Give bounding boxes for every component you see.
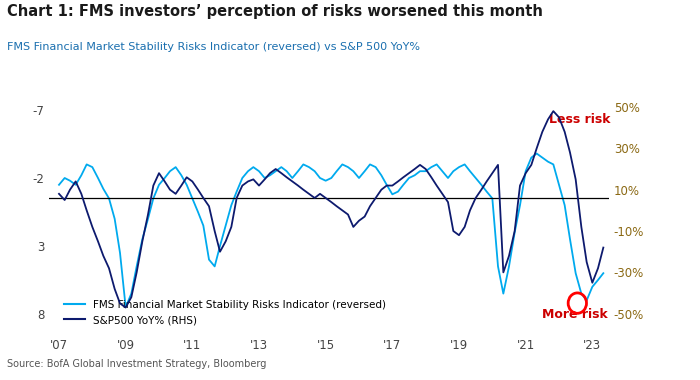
Text: Source: BofA Global Investment Strategy, Bloomberg: Source: BofA Global Investment Strategy,… (7, 359, 267, 369)
Text: Less risk: Less risk (549, 113, 610, 126)
Text: Chart 1: FMS investors’ perception of risks worsened this month: Chart 1: FMS investors’ perception of ri… (7, 4, 543, 19)
Text: FMS Financial Market Stability Risks Indicator (reversed) vs S&P 500 YoY%: FMS Financial Market Stability Risks Ind… (7, 42, 420, 52)
Legend: FMS Financial Market Stability Risks Indicator (reversed), S&P500 YoY% (RHS): FMS Financial Market Stability Risks Ind… (60, 296, 391, 329)
Text: More risk: More risk (542, 308, 608, 321)
